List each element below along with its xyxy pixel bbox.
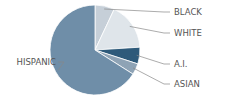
leader-line xyxy=(58,62,64,70)
pie xyxy=(50,5,140,95)
slice xyxy=(50,5,133,95)
slice-label: ASIAN xyxy=(174,79,200,89)
slice xyxy=(95,9,140,50)
leader-line xyxy=(133,68,170,84)
slice-label: BLACK xyxy=(174,7,202,17)
leader-line xyxy=(130,26,170,33)
labels: BLACK WHITE A.I. ASIAN HISPANIC xyxy=(17,7,203,89)
slice-label: A.I. xyxy=(174,59,188,69)
leader-line xyxy=(104,9,170,12)
leader-line xyxy=(137,55,170,64)
chart: BLACK WHITE A.I. ASIAN HISPANIC xyxy=(0,0,240,100)
slice-label: WHITE xyxy=(174,28,202,38)
slice-label: HISPANIC xyxy=(17,57,57,67)
